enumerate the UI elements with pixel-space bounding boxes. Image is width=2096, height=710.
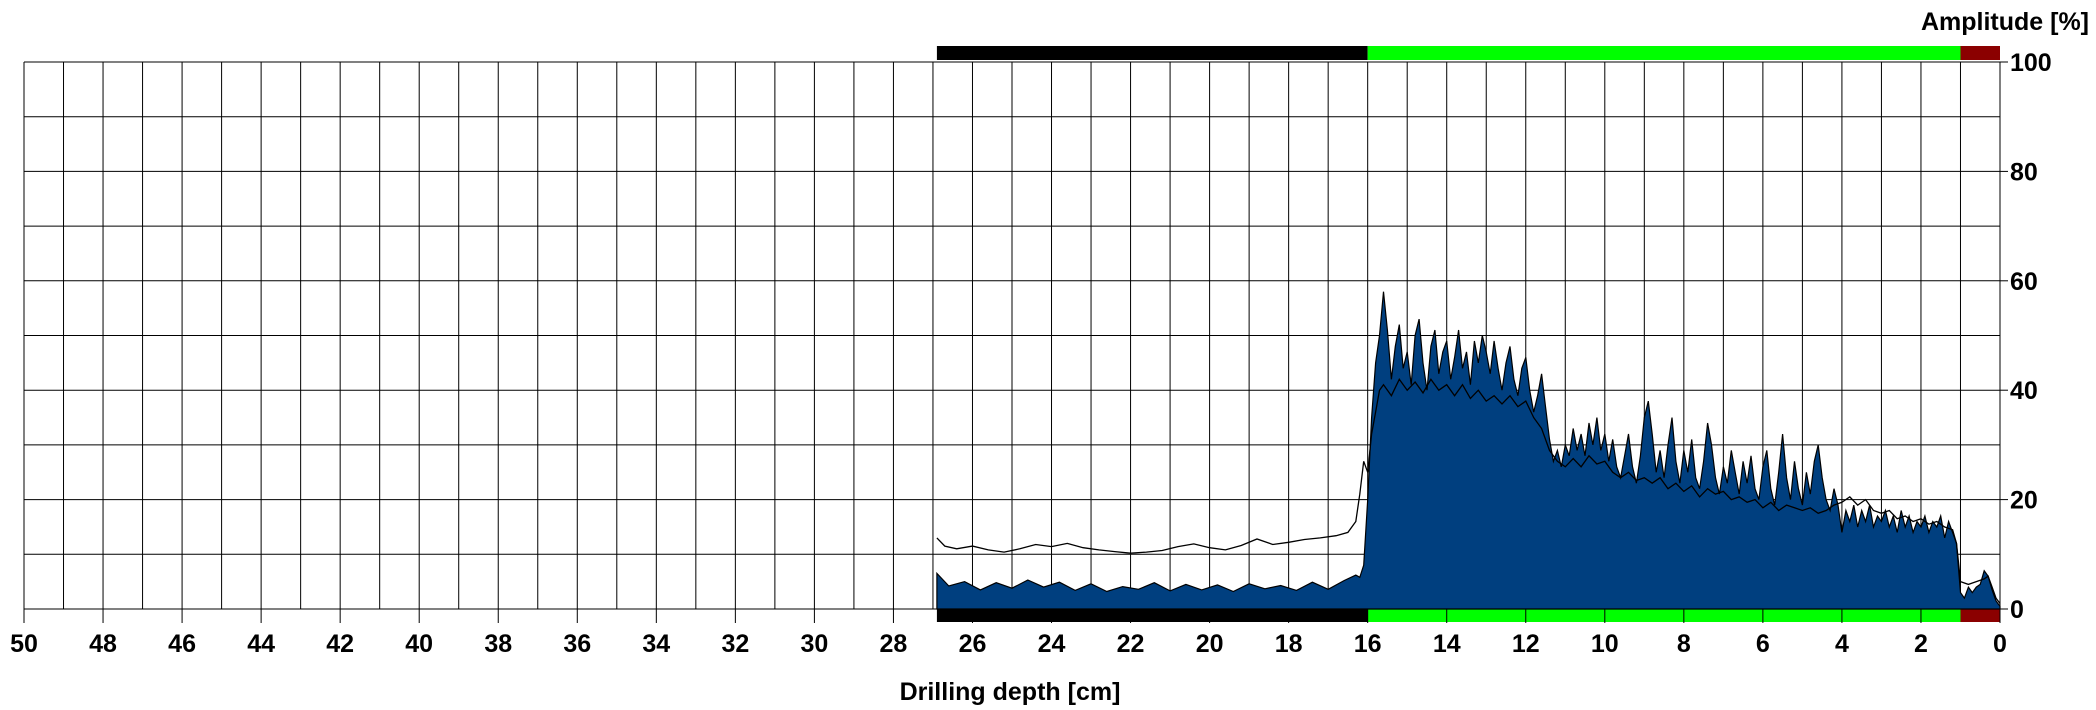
x-tick-label: 14	[1433, 630, 1461, 658]
y-tick-label: 0	[2010, 596, 2024, 624]
bottom-band-segment	[936, 609, 1368, 622]
axes: 50 48 46 44 42 40 38 36 34 32 30 28 26 24 22 20 18 16 14 12…	[10, 49, 2052, 658]
x-tick-label: 42	[326, 630, 354, 658]
y-tick-label: 80	[2010, 158, 2038, 186]
bottom-band-segment	[1367, 609, 1961, 622]
x-tick-label: 50	[10, 630, 38, 658]
x-tick-label: 48	[89, 630, 117, 658]
y-tick-label: 40	[2010, 377, 2038, 405]
x-tick-label: 34	[642, 630, 670, 658]
x-tick-label: 40	[405, 630, 433, 658]
x-tick-label: 2	[1914, 630, 1928, 658]
x-tick-label: 8	[1677, 630, 1691, 658]
x-tick-label: 28	[880, 630, 908, 658]
amplitude-area-series	[936, 291, 2001, 610]
x-tick-label: 4	[1835, 630, 1849, 658]
x-tick-label: 20	[1196, 630, 1224, 658]
y-tick-label: 60	[2010, 268, 2038, 296]
top-band	[936, 46, 2000, 60]
x-tick-label: 36	[563, 630, 591, 658]
top-band-segment	[936, 46, 1368, 60]
bottom-band	[936, 609, 2000, 622]
x-tick-label: 6	[1756, 630, 1770, 658]
x-tick-label: 30	[800, 630, 828, 658]
x-tick-label: 32	[721, 630, 749, 658]
y-axis-label: Amplitude [%]	[1921, 8, 2089, 36]
x-tick-label: 16	[1354, 630, 1382, 658]
x-tick-label: 44	[247, 630, 275, 658]
x-axis-label: Drilling depth [cm]	[900, 678, 1121, 705]
x-tick-label: 22	[1117, 630, 1145, 658]
y-tick-label: 100	[2010, 49, 2052, 77]
series-layer	[936, 291, 2001, 610]
x-tick-label: 0	[1993, 630, 2007, 658]
top-band-segment	[1960, 46, 2000, 60]
x-tick-label: 10	[1591, 630, 1619, 658]
x-tick-label: 18	[1275, 630, 1303, 658]
y-tick-label: 20	[2010, 487, 2038, 515]
top-band-segment	[1367, 46, 1961, 60]
x-tick-label: 24	[1038, 630, 1066, 658]
bottom-band-segment	[1960, 609, 2000, 622]
x-tick-label: 46	[168, 630, 196, 658]
x-tick-label: 26	[959, 630, 987, 658]
x-tick-label: 38	[484, 630, 512, 658]
x-tick-label: 12	[1512, 630, 1540, 658]
amplitude-line-series	[936, 378, 2001, 604]
